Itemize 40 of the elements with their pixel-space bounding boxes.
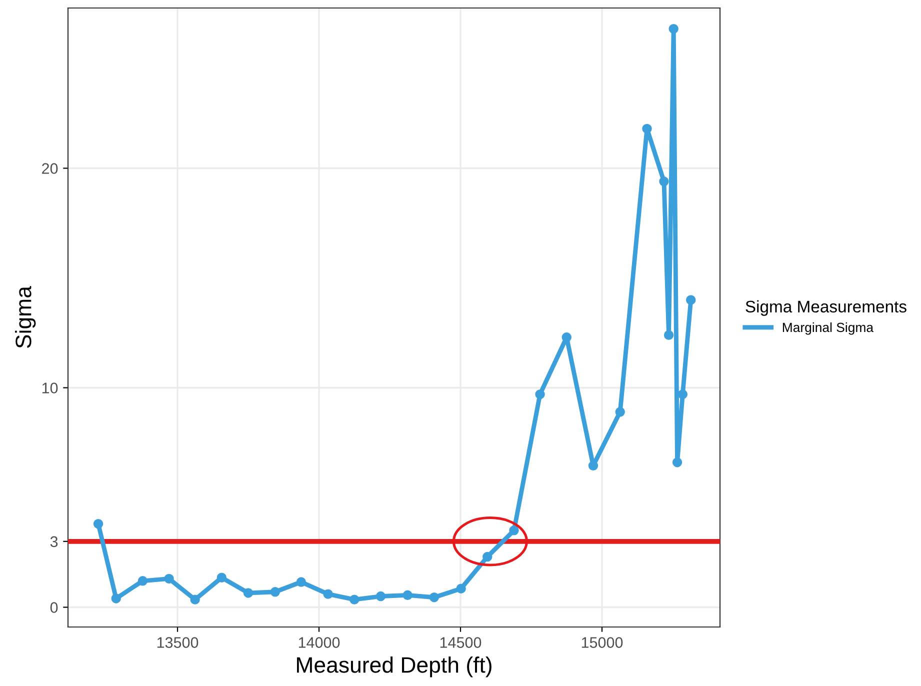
point bbox=[93, 518, 104, 529]
point bbox=[672, 458, 682, 468]
point bbox=[296, 577, 306, 587]
point bbox=[323, 589, 333, 599]
point bbox=[243, 588, 254, 598]
point bbox=[668, 24, 678, 34]
x-tick-label: 14500 bbox=[440, 637, 482, 648]
point bbox=[164, 574, 174, 584]
y-tick-label: 3 bbox=[50, 536, 58, 548]
point bbox=[216, 572, 227, 582]
point bbox=[429, 592, 440, 602]
point bbox=[664, 330, 674, 340]
point bbox=[659, 176, 669, 186]
x-axis-title: Measured Depth (ft) bbox=[297, 656, 492, 678]
point bbox=[111, 594, 121, 604]
point bbox=[138, 576, 148, 586]
point bbox=[270, 587, 280, 597]
point bbox=[588, 460, 598, 471]
point bbox=[509, 526, 519, 536]
x-tick-label: 13500 bbox=[157, 637, 198, 648]
point bbox=[350, 594, 360, 604]
point bbox=[482, 552, 492, 562]
point bbox=[686, 295, 696, 305]
point bbox=[402, 590, 412, 600]
legend-title: Sigma Measurements bbox=[746, 300, 906, 316]
x-tick-label: 14000 bbox=[298, 637, 340, 648]
legend-label: Marginal Sigma bbox=[782, 322, 874, 335]
point bbox=[190, 594, 200, 604]
x-tick-label: 15000 bbox=[582, 637, 623, 648]
y-tick-label: 20 bbox=[42, 163, 58, 174]
point bbox=[678, 389, 688, 400]
y-tick-label: 0 bbox=[50, 602, 58, 613]
point bbox=[456, 584, 466, 594]
point bbox=[615, 407, 625, 417]
y-axis-title: Sigma bbox=[15, 286, 36, 348]
y-tick-label: 10 bbox=[42, 382, 58, 394]
point bbox=[535, 389, 545, 400]
point bbox=[562, 332, 572, 342]
point bbox=[642, 124, 652, 134]
point bbox=[376, 591, 386, 602]
